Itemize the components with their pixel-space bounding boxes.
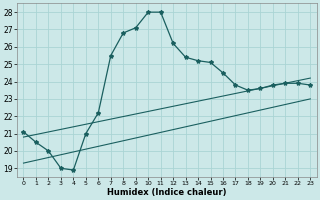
- X-axis label: Humidex (Indice chaleur): Humidex (Indice chaleur): [107, 188, 227, 197]
